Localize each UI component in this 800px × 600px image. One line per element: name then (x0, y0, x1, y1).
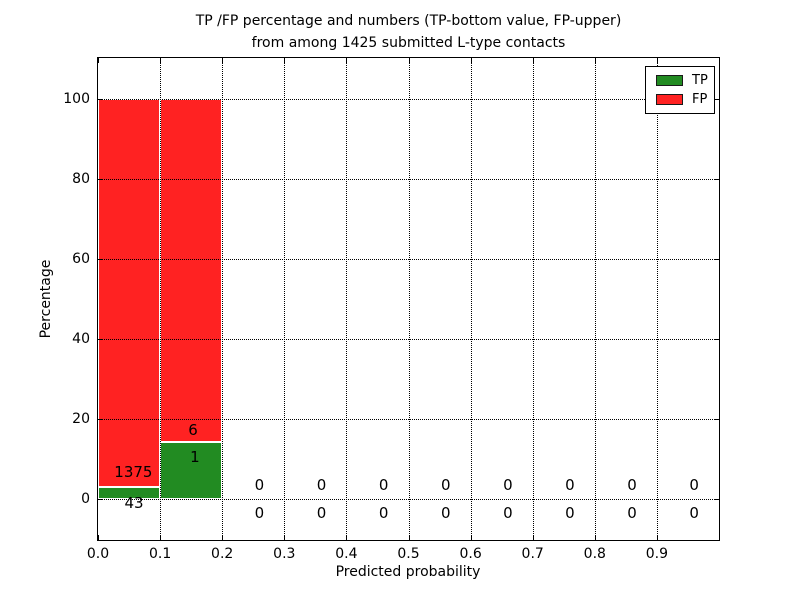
bar-count-label: 0 (254, 476, 265, 494)
gridline-vertical (284, 58, 286, 540)
tick-mark-y (98, 419, 103, 420)
bar-count-label: 0 (689, 476, 699, 494)
tick-mark-x (408, 58, 410, 63)
annotations-layer: 1375 43 6 1 0 0 0 0 0 0 0 0 0 0 0 0 0 0 0 0 (98, 58, 719, 540)
bars-layer (98, 58, 719, 540)
bar-count-label: 0 (378, 476, 389, 494)
bar-count-label: 0 (316, 476, 327, 494)
tick-mark-x (532, 535, 534, 540)
grid-layer (98, 58, 719, 540)
tick-mark-x (408, 535, 410, 540)
gridline-vertical (346, 58, 348, 540)
tick-mark-y (98, 339, 103, 340)
gridline-vertical (532, 58, 534, 540)
y-tick-label: 80 (72, 171, 90, 187)
x-tick-label: 0.9 (645, 546, 669, 562)
tick-mark-x (284, 58, 286, 63)
x-tick-label: 0.8 (583, 546, 606, 562)
tick-mark-y (714, 259, 719, 260)
bar-count-label: 0 (503, 504, 513, 522)
gridline-vertical (408, 58, 410, 540)
legend-entry-fp: FP (656, 93, 707, 106)
y-tick-label: 20 (72, 411, 90, 427)
y-tick-label: 100 (63, 91, 90, 107)
legend-swatch-tp (656, 75, 683, 86)
x-tick-label: 0.6 (459, 546, 482, 562)
bar-count-label: 0 (627, 476, 637, 494)
tick-mark-y (714, 419, 719, 420)
bar-count-label: 0 (689, 504, 699, 522)
tick-mark-x (656, 58, 658, 63)
tick-mark-x (532, 58, 534, 63)
tick-mark-x (594, 58, 596, 63)
gridline-vertical (160, 58, 162, 540)
legend-label-fp: FP (692, 92, 708, 107)
bar-count-label: 0 (440, 476, 451, 494)
bar-count-label: 0 (565, 476, 575, 494)
gridline-vertical (470, 58, 472, 540)
bar-segment-tp (98, 486, 161, 499)
tick-mark-x (346, 535, 348, 540)
legend-label-tp: TP (692, 73, 708, 88)
tick-mark-x (222, 535, 224, 540)
x-tick-label: 0.5 (397, 546, 420, 562)
tick-mark-y (98, 179, 103, 180)
tick-mark-x (222, 58, 224, 63)
bar-count-label: 1 (190, 448, 200, 466)
tick-mark-y (714, 99, 719, 100)
x-tick-label: 0.1 (148, 546, 172, 562)
legend: TP FP (645, 66, 715, 114)
tick-mark-y (714, 339, 719, 340)
x-tick-label: 0.4 (335, 546, 358, 562)
plot-area: 1375 43 6 1 0 0 0 0 0 0 0 0 0 0 0 0 0 0 0 0 (97, 57, 720, 541)
tick-mark-x (346, 58, 348, 63)
tick-mark-x (470, 535, 472, 540)
bar-count-label: 0 (440, 504, 451, 522)
x-tick-label: 0.2 (211, 546, 234, 562)
chart-title-line2: from among 1425 submitted L-type contact… (251, 35, 566, 51)
x-tick-label: 0.0 (86, 546, 110, 562)
x-axis-label: Predicted probability (335, 564, 481, 580)
tick-mark-x (160, 535, 162, 540)
bar-count-label: 43 (124, 494, 144, 512)
chart-title: TP /FP percentage and numbers (TP-bottom… (98, 10, 719, 54)
bar-segment-fp (98, 99, 161, 487)
bar-count-label: 0 (565, 504, 575, 522)
bar-segment-tp (160, 441, 223, 499)
y-tick-label: 40 (72, 331, 90, 347)
bar-count-label: 0 (627, 504, 637, 522)
tick-mark-x (98, 535, 99, 540)
bar-count-label: 1375 (114, 462, 153, 481)
tick-mark-x (594, 535, 596, 540)
legend-entry-tp: TP (656, 74, 708, 87)
gridline-vertical (656, 58, 658, 540)
bar-segment-fp (160, 99, 223, 442)
bar-count-label: 0 (378, 504, 389, 522)
gridline-vertical (222, 58, 224, 540)
tick-layer (98, 58, 719, 540)
chart-title-line1: TP /FP percentage and numbers (TP-bottom… (195, 13, 622, 29)
tick-mark-x (470, 58, 472, 63)
y-tick-label: 60 (72, 251, 90, 267)
y-tick-label: 0 (81, 491, 90, 507)
gridline-vertical (594, 58, 596, 540)
tick-mark-x (284, 535, 286, 540)
tick-mark-y (98, 99, 103, 100)
tick-mark-y (714, 499, 719, 500)
tick-mark-y (714, 179, 719, 180)
bar-count-label: 0 (316, 504, 327, 522)
tick-mark-x (160, 58, 162, 63)
bar-count-label: 6 (188, 420, 198, 439)
tick-mark-y (98, 259, 103, 260)
y-axis-label: Percentage (38, 259, 54, 339)
x-tick-label: 0.3 (273, 546, 296, 562)
bar-count-label: 0 (503, 476, 513, 494)
legend-swatch-fp (656, 94, 683, 105)
x-tick-label: 0.7 (521, 546, 544, 562)
tick-mark-y (98, 499, 103, 500)
tick-mark-x (656, 535, 658, 540)
tick-mark-x (98, 58, 99, 63)
bar-count-label: 0 (254, 504, 265, 522)
